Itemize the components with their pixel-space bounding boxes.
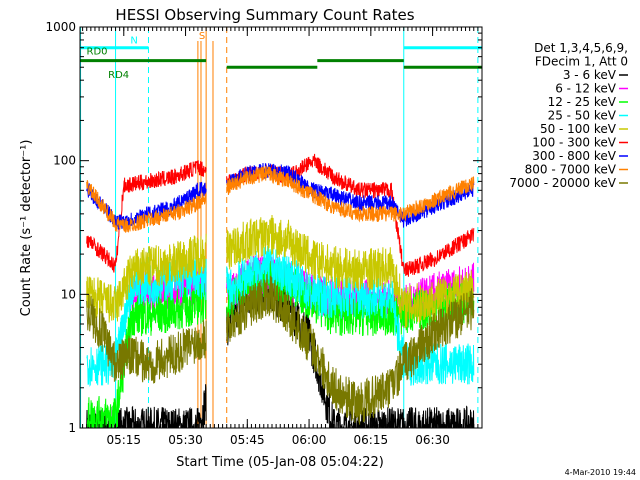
plot-frame <box>79 26 483 429</box>
series-lines <box>86 153 475 429</box>
annotation-label-2: N <box>130 36 137 47</box>
chart-title: HESSI Observing Summary Count Rates <box>115 6 414 24</box>
annotation-label-3: S <box>199 31 205 42</box>
legend-entry-label: 7000 - 20000 keV <box>509 176 616 190</box>
legend-entry-label: 25 - 50 keV <box>548 109 617 123</box>
axis-ticks: 1 10 100 1000 05:15 05:30 05:45 06:00 06:15 06:30 <box>45 20 482 447</box>
x-tick-label: 06:15 <box>354 433 389 447</box>
legend-entry-label: 50 - 100 keV <box>540 122 617 136</box>
y-axis-label: Count Rate (s⁻¹ detector⁻¹) <box>19 140 34 317</box>
x-tick-label: 05:15 <box>106 433 141 447</box>
y-tick-label: 1 <box>68 421 76 435</box>
annotation-label-1: RD4 <box>108 70 129 81</box>
x-tick-label: 06:00 <box>292 433 327 447</box>
series-line-4 <box>86 214 475 329</box>
legend-entry-label: 6 - 12 keV <box>555 82 617 96</box>
legend-header-line: FDecim 1, Att 0 <box>535 55 628 69</box>
y-tick-label: 100 <box>53 154 76 168</box>
y-tick-label: 10 <box>61 287 76 301</box>
legend: Det 1,3,4,5,6,9,FDecim 1, Att 03 - 6 keV… <box>509 41 628 190</box>
annotations: RD0 RD4 N S <box>87 31 206 81</box>
x-tick-label: 06:30 <box>415 433 450 447</box>
legend-entry-label: 100 - 300 keV <box>532 136 616 150</box>
plot-region <box>79 26 483 429</box>
legend-entry-label: 800 - 7000 keV <box>525 163 617 177</box>
series-line-7 <box>86 166 475 233</box>
series-line-8 <box>86 274 475 425</box>
x-tick-label: 05:45 <box>230 433 265 447</box>
legend-header-line: Det 1,3,4,5,6,9, <box>534 41 628 55</box>
status-bars <box>80 46 482 69</box>
x-tick-label: 05:30 <box>168 433 203 447</box>
legend-entry-label: 300 - 800 keV <box>532 149 616 163</box>
legend-entry-label: 12 - 25 keV <box>548 95 617 109</box>
footer-timestamp: 4-Mar-2010 19:44 <box>565 468 636 477</box>
annotation-label-0: RD0 <box>87 47 108 58</box>
y-tick-label: 1000 <box>45 20 76 34</box>
x-axis-label: Start Time (05-Jan-08 05:04:22) <box>176 455 384 470</box>
legend-entry-label: 3 - 6 keV <box>563 68 617 82</box>
